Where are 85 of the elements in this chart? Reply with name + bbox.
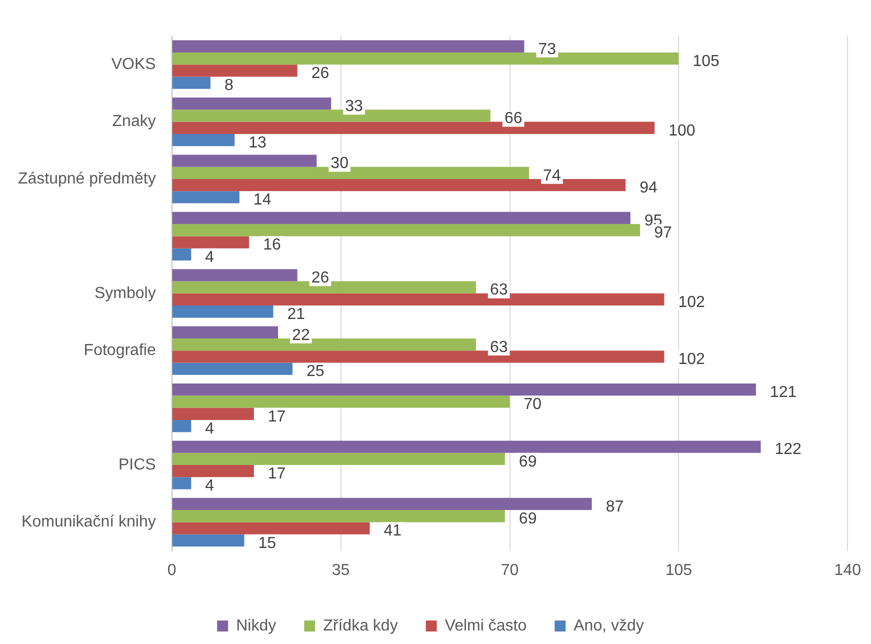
data-label: 122 <box>774 441 802 458</box>
bar <box>172 396 510 408</box>
bar <box>172 179 626 192</box>
x-tick-label: 140 <box>834 562 862 579</box>
bar <box>172 326 278 338</box>
data-label: 102 <box>678 351 706 368</box>
bar <box>172 522 370 534</box>
data-label: 63 <box>490 282 508 299</box>
data-label: 105 <box>692 52 720 70</box>
data-label: 41 <box>384 522 402 540</box>
y-tick-label: Symboly <box>94 284 156 302</box>
data-label: 13 <box>248 134 267 152</box>
data-label: 17 <box>268 465 286 482</box>
bar <box>172 97 332 110</box>
data-label: 73 <box>538 40 556 58</box>
bar <box>172 281 476 294</box>
x-tick-label: 35 <box>332 562 350 579</box>
bar <box>172 477 192 490</box>
bar <box>172 122 655 134</box>
bar <box>172 64 298 77</box>
data-label: 21 <box>287 306 306 324</box>
bar <box>172 420 192 432</box>
data-label: 87 <box>606 498 624 516</box>
legend-label: Velmi často <box>444 617 527 634</box>
bar <box>172 338 476 351</box>
data-label: 22 <box>292 326 310 344</box>
data-label: 63 <box>490 338 508 356</box>
bar <box>172 510 505 522</box>
legend-label: Nikdy <box>236 617 276 634</box>
bar <box>172 212 630 224</box>
data-label: 66 <box>504 110 522 128</box>
legend-label: Ano, vždy <box>574 617 644 634</box>
bar <box>172 306 274 318</box>
bar <box>172 383 756 396</box>
data-label: 74 <box>543 167 561 184</box>
y-tick-label: Komunikační knihy <box>22 514 156 531</box>
bar <box>172 236 250 248</box>
data-label: 17 <box>268 408 286 426</box>
x-tick-label: 105 <box>665 562 692 579</box>
data-label: 8 <box>224 77 234 94</box>
bar <box>172 269 298 282</box>
bar <box>172 465 254 478</box>
y-tick-label: Fotografie <box>84 342 156 360</box>
bar <box>172 110 490 122</box>
data-label: 70 <box>524 396 542 414</box>
data-label: 26 <box>311 65 330 82</box>
data-label: 102 <box>678 294 706 311</box>
data-label: 4 <box>205 420 214 438</box>
data-label: 69 <box>518 510 537 528</box>
bar <box>172 408 254 420</box>
data-label: 14 <box>253 192 272 209</box>
y-tick-label: VOKS <box>111 56 156 74</box>
data-label: 26 <box>311 270 330 287</box>
bar <box>172 350 664 363</box>
y-tick-label: Zástupné předměty <box>18 170 156 188</box>
data-label: 4 <box>205 478 214 495</box>
y-tick-label: PICS <box>118 456 156 474</box>
data-label: 33 <box>345 98 364 115</box>
bar <box>172 293 664 306</box>
bar <box>172 191 240 204</box>
x-tick-label: 70 <box>500 562 519 579</box>
data-label: 16 <box>263 236 281 254</box>
bar <box>172 498 592 510</box>
bar <box>172 40 524 52</box>
bar <box>172 166 530 179</box>
legend-label: Zřídka kdy <box>323 617 398 634</box>
bar <box>172 76 210 89</box>
data-label: 25 <box>306 363 324 380</box>
bar <box>172 452 505 465</box>
data-label: 30 <box>330 155 349 172</box>
data-label: 15 <box>258 534 276 552</box>
bar <box>172 440 761 453</box>
bar <box>172 362 293 375</box>
data-label: 100 <box>668 122 696 140</box>
y-tick-label: Znaky <box>112 113 156 130</box>
x-tick-label: 0 <box>167 562 176 579</box>
bar <box>172 248 192 261</box>
data-label: 69 <box>518 453 537 470</box>
bar <box>172 224 640 236</box>
data-label: 94 <box>640 179 658 196</box>
bar <box>172 134 235 146</box>
bar <box>172 534 244 547</box>
data-label: 121 <box>770 384 797 401</box>
bar <box>172 154 317 167</box>
data-label: 4 <box>205 248 214 266</box>
